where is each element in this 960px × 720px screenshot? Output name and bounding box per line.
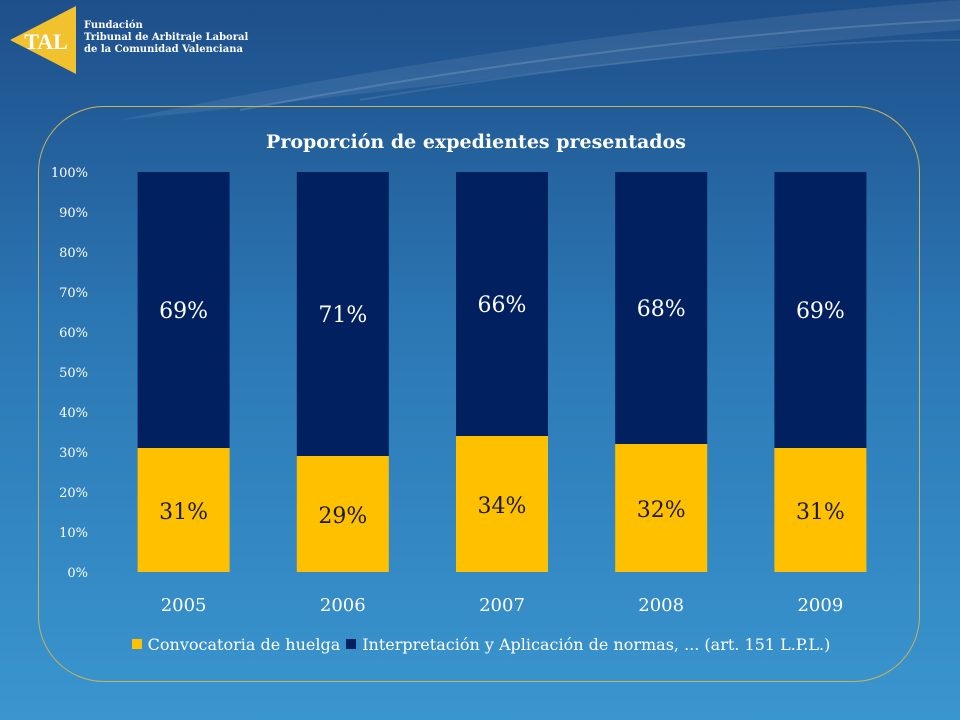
y-tick-label: 40% [59,406,88,421]
bar-interpretacion-normas [456,172,548,436]
y-tick-label: 0% [67,566,88,581]
data-label-huelga: 31% [159,500,208,525]
org-line: Fundación [84,20,143,31]
bar-convocatoria-huelga [615,444,708,572]
data-label-interpretacion: 69% [796,299,845,324]
x-tick-label: 2005 [161,595,207,616]
y-tick-label: 80% [59,246,88,261]
legend-swatch [346,639,357,649]
x-tick-label: 2008 [638,595,684,616]
bar-interpretacion-normas [615,172,708,444]
data-label-interpretacion: 71% [318,303,367,328]
legend-label: Convocatoria de huelga [147,634,341,654]
data-label-huelga: 29% [318,504,367,529]
bar-interpretacion-normas [774,172,867,448]
organization-name: Fundación Tribunal de Arbitraje Laboral … [84,20,248,56]
bars: 31% 69% 29% 71% 34% 66% 32% 68% 31% 69% [137,172,867,572]
legend-label: Interpretación y Aplicación de normas, .… [362,634,831,654]
legend-item-huelga: Convocatoria de huelga [131,634,341,654]
chart-panel [38,106,920,682]
y-tick-label: 60% [59,326,88,341]
data-label-huelga: 32% [637,498,686,523]
y-tick-label: 10% [59,526,88,541]
x-tick-label: 2006 [320,595,366,616]
x-tick-label: 2009 [797,595,843,616]
bar-convocatoria-huelga [456,436,548,572]
y-tick-label: 90% [59,206,88,221]
bar-convocatoria-huelga [296,456,389,572]
data-label-interpretacion: 66% [478,293,527,318]
bar-convocatoria-huelga [774,448,867,572]
data-label-interpretacion: 68% [637,297,686,322]
legend-item-interpretacion: Interpretación y Aplicación de normas, .… [346,635,830,654]
bar-convocatoria-huelga [137,448,230,572]
chart-title: Proporción de expedientes presentados [266,131,686,153]
x-axis: 2005 2006 2007 2008 2009 [161,595,844,616]
org-line: Tribunal de Arbitraje Laboral [84,32,249,43]
y-tick-label: 70% [59,286,88,301]
data-label-interpretacion: 69% [159,299,208,324]
legend-swatch [131,639,142,649]
y-tick-label: 50% [59,366,88,381]
data-label-huelga: 34% [478,494,527,519]
org-line: de la Comunidad Valenciana [84,44,243,55]
y-tick-label: 100% [51,166,88,181]
data-label-huelga: 31% [796,500,845,525]
y-tick-label: 20% [59,486,88,501]
tal-logo-icon: TAL [10,6,76,74]
bar-interpretacion-normas [137,172,230,448]
y-axis: 0% 10% 20% 30% 40% 50% 60% 70% 80% 90% 100% [51,166,88,581]
legend: Convocatoria de huelga Interpretación y … [86,632,876,656]
bar-interpretacion-normas [296,172,389,456]
logo-text: TAL [24,29,68,54]
y-tick-label: 30% [59,446,88,461]
x-tick-label: 2007 [479,595,525,616]
